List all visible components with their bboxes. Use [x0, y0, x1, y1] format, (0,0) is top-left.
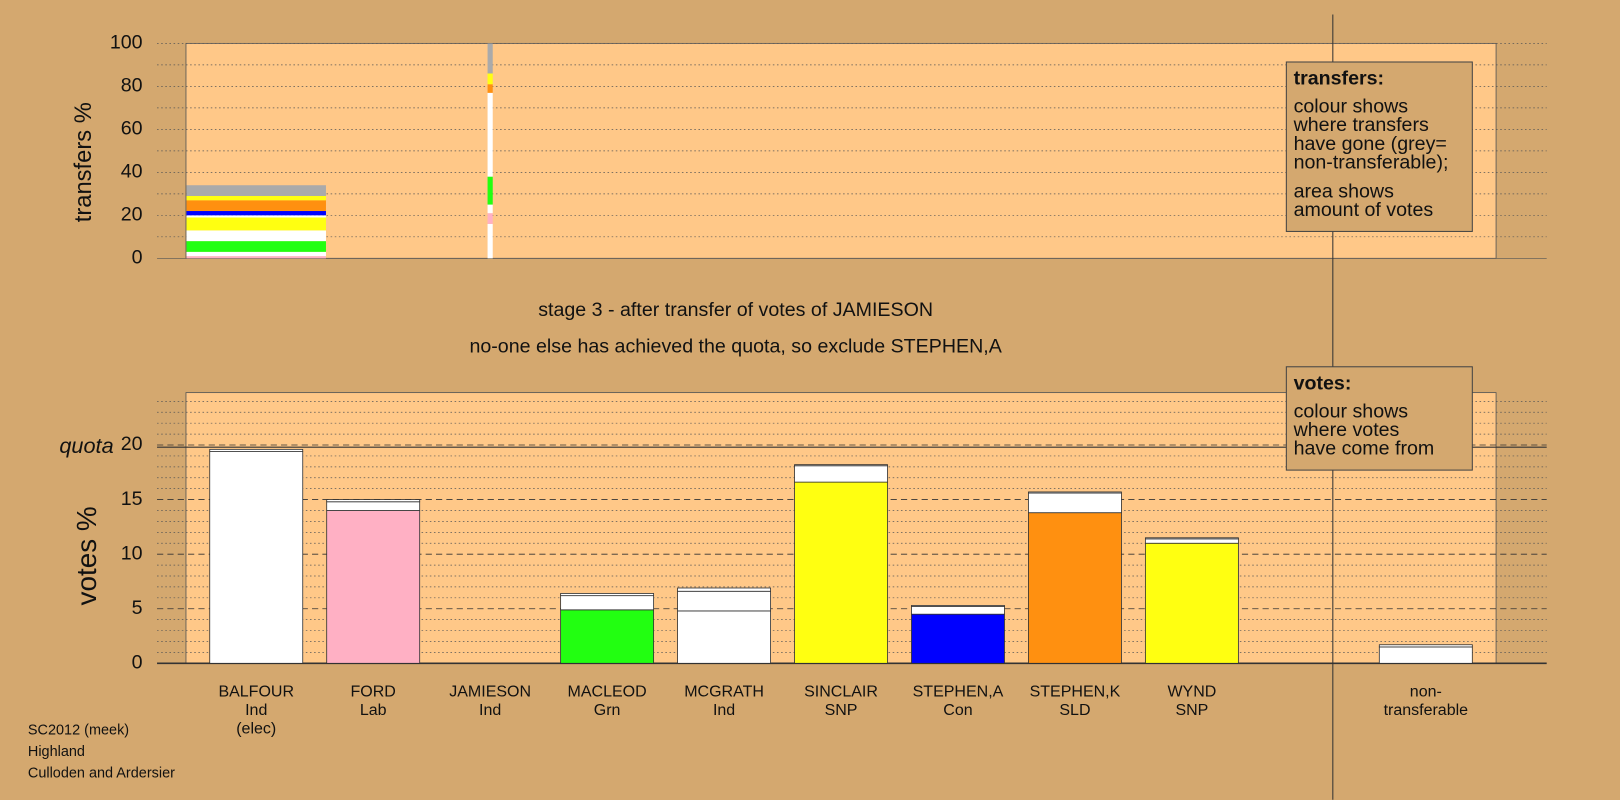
- transfer-segment: [487, 92, 493, 177]
- y-tick-label: 5: [132, 597, 143, 619]
- bar-segment: [911, 605, 1005, 607]
- transfer-segment: [487, 43, 493, 74]
- x-tick-label: SLD: [1059, 702, 1090, 719]
- y-axis-label: transfers %: [70, 102, 97, 222]
- transfer-segment: [186, 256, 326, 259]
- y-tick-label: 10: [121, 542, 143, 564]
- bar-segment: [560, 593, 655, 597]
- bar-segment: [794, 464, 888, 467]
- x-tick-label: FORD: [351, 683, 396, 700]
- x-tick-label: Con: [943, 702, 972, 719]
- note-text: where transfers: [1293, 114, 1429, 136]
- bar-segment: [1378, 646, 1473, 664]
- bar-segment: [1144, 542, 1239, 664]
- y-tick-label: 0: [132, 246, 143, 268]
- x-tick-label: (elec): [236, 721, 276, 738]
- transfer-segment: [186, 195, 326, 201]
- transfer-segment: [186, 241, 326, 252]
- transfer-segment: [186, 215, 326, 218]
- note-text: area shows: [1294, 180, 1395, 202]
- note-text: non-transferable);: [1294, 151, 1449, 173]
- transfer-segment: [186, 211, 326, 216]
- bar-segment: [1028, 492, 1122, 514]
- footer-text: Culloden and Ardersier: [28, 766, 175, 782]
- x-tick-label: BALFOUR: [218, 683, 294, 700]
- x-tick-label: Lab: [360, 702, 387, 719]
- transfer-segment: [487, 204, 493, 214]
- x-tick-label: SNP: [825, 702, 858, 719]
- x-tick-label: WYND: [1167, 683, 1216, 700]
- note-text: have gone (grey=: [1294, 133, 1447, 155]
- y-tick-label: 40: [121, 161, 143, 183]
- transfer-segment: [186, 230, 326, 242]
- footer-text: SC2012 (meek): [28, 722, 129, 738]
- x-tick-label: Ind: [479, 702, 501, 719]
- bar-segment: [911, 613, 1005, 664]
- bar-segment: [560, 609, 655, 664]
- x-tick-label: STEPHEN,K: [1030, 683, 1121, 700]
- bar-segment: [560, 595, 655, 611]
- bar-segment: [794, 481, 888, 664]
- x-tick-label: STEPHEN,A: [913, 683, 1004, 700]
- note-text: colour shows: [1294, 400, 1409, 422]
- bar-segment: [1144, 537, 1239, 540]
- bar-segment: [677, 587, 771, 592]
- bar-segment: [326, 501, 421, 511]
- note-title: votes:: [1294, 373, 1352, 395]
- chart-title: stage 3 - after transfer of votes of JAM…: [538, 299, 933, 321]
- transfer-segment: [186, 251, 326, 257]
- bar-segment: [209, 448, 304, 452]
- bar-segment: [677, 590, 771, 612]
- bar-segment: [326, 499, 421, 503]
- note-box: [1285, 61, 1473, 232]
- quota-label: quota: [59, 433, 113, 458]
- note-text: where votes: [1293, 419, 1400, 441]
- bar-segment: [911, 606, 1005, 615]
- note-title: transfers:: [1294, 68, 1385, 90]
- bar-segment: [1028, 512, 1122, 664]
- transfer-segment: [487, 84, 493, 93]
- y-axis-label: votes %: [71, 506, 102, 605]
- x-tick-label: Ind: [713, 702, 735, 719]
- bar-segment: [1378, 644, 1473, 648]
- note-box: [1285, 366, 1473, 471]
- y-tick-label: 100: [110, 32, 143, 54]
- transfer-segment: [487, 176, 493, 205]
- footer-text: Highland: [28, 744, 85, 760]
- transfer-segment: [186, 200, 326, 212]
- x-tick-label: non-: [1410, 683, 1442, 700]
- note-text: have come from: [1294, 438, 1435, 460]
- chart-title: no-one else has achieved the quota, so e…: [469, 335, 1002, 357]
- x-tick-label: MACLEOD: [568, 683, 647, 700]
- bar-segment: [326, 510, 421, 664]
- x-tick-label: SINCLAIR: [804, 683, 878, 700]
- bar-segment: [794, 465, 888, 483]
- y-tick-label: 20: [121, 204, 143, 226]
- bar-segment: [1028, 491, 1122, 494]
- bar-segment: [209, 451, 304, 664]
- note-text: colour shows: [1294, 96, 1409, 118]
- x-tick-label: MCGRATH: [684, 683, 764, 700]
- chart-body: 0 20 40 60 80 100 transfers % 0 5 10 15 20 quota vote…: [28, 14, 1547, 800]
- transfer-segment: [186, 217, 326, 231]
- x-tick-label: Grn: [594, 702, 621, 719]
- x-tick-label: SNP: [1175, 702, 1208, 719]
- y-tick-label: 15: [121, 488, 143, 510]
- x-tick-label: transferable: [1384, 702, 1469, 719]
- y-tick-label: 20: [121, 433, 143, 455]
- y-tick-label: 60: [121, 118, 143, 140]
- x-tick-label: Ind: [245, 702, 267, 719]
- transfer-segment: [487, 213, 493, 224]
- y-tick-label: 80: [121, 75, 143, 97]
- y-tick-label: 0: [132, 652, 143, 674]
- transfer-segment: [186, 185, 326, 196]
- bar-segment: [677, 610, 771, 664]
- note-text: amount of votes: [1294, 199, 1434, 221]
- transfer-segment: [487, 73, 493, 85]
- bar-segment: [1144, 538, 1239, 544]
- transfer-segment: [487, 223, 493, 259]
- x-tick-label: JAMIESON: [449, 683, 531, 700]
